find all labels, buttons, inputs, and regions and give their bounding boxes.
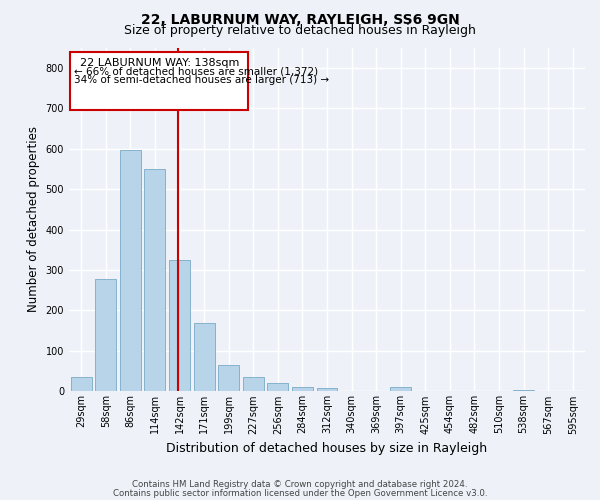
Bar (218, 365, 239, 392)
Bar (145, 169, 166, 392)
Text: ← 66% of detached houses are smaller (1,372): ← 66% of detached houses are smaller (1,… (74, 67, 318, 77)
Text: 22, LABURNUM WAY, RAYLEIGH, SS6 9GN: 22, LABURNUM WAY, RAYLEIGH, SS6 9GN (140, 12, 460, 26)
Bar (194, 322, 215, 392)
Bar (169, 260, 190, 392)
Bar (292, 388, 313, 392)
Text: Contains HM Land Registry data © Crown copyright and database right 2024.: Contains HM Land Registry data © Crown c… (132, 480, 468, 489)
Bar (268, 384, 288, 392)
FancyBboxPatch shape (70, 52, 248, 110)
Text: Size of property relative to detached houses in Rayleigh: Size of property relative to detached ho… (124, 24, 476, 37)
X-axis label: Distribution of detached houses by size in Rayleigh: Distribution of detached houses by size … (166, 442, 488, 455)
Bar (120, 150, 141, 392)
Bar (95, 279, 116, 392)
Text: Contains public sector information licensed under the Open Government Licence v3: Contains public sector information licen… (113, 488, 487, 498)
Bar (513, 390, 534, 392)
Text: 34% of semi-detached houses are larger (713) →: 34% of semi-detached houses are larger (… (74, 75, 329, 85)
Bar (390, 386, 411, 392)
Bar (71, 377, 92, 392)
Y-axis label: Number of detached properties: Number of detached properties (27, 126, 40, 312)
Text: 22 LABURNUM WAY: 138sqm: 22 LABURNUM WAY: 138sqm (80, 58, 239, 68)
Bar (243, 377, 263, 392)
Bar (317, 388, 337, 392)
